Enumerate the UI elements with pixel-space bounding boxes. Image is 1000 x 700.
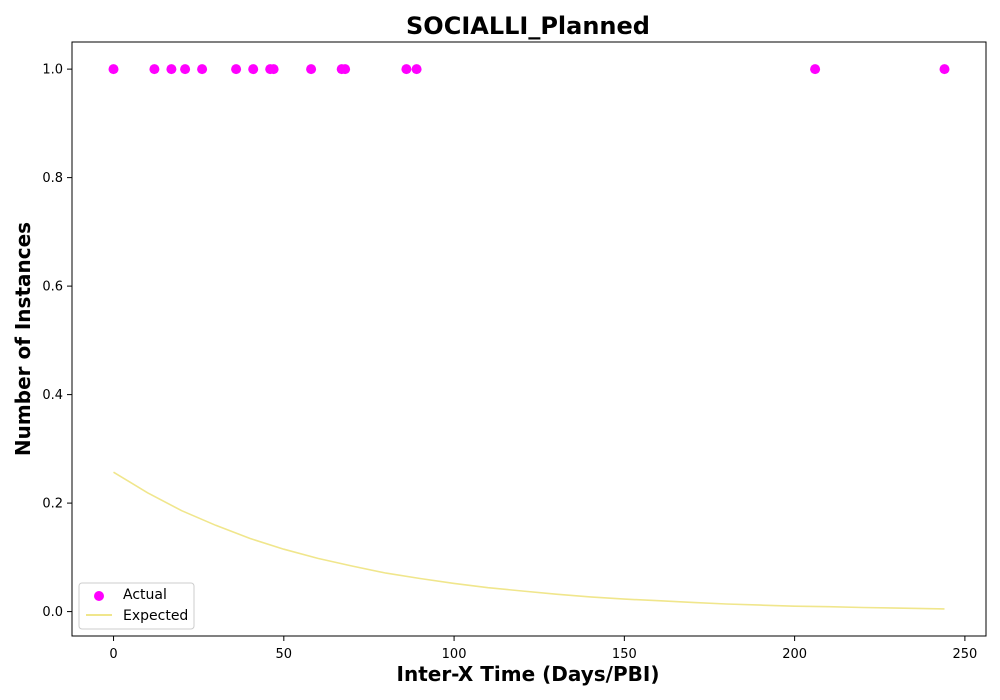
y-tick-label: 0.6 [42,280,63,295]
x-tick-label: 100 [442,647,467,662]
y-tick-label: 0.4 [42,388,63,403]
series-line-expected [113,471,945,610]
x-axis: 0 50 100 150 200 250 [109,636,977,662]
data-point [108,64,119,75]
plot-area [108,64,950,610]
x-tick-label: 250 [952,647,977,662]
x-tick-label: 150 [612,647,637,662]
legend-box [78,582,195,630]
data-point [810,64,821,75]
x-tick-label: 200 [782,647,807,662]
chart-title: SOCIALLI_Planned [406,12,650,40]
data-point [411,64,422,75]
data-point [248,64,259,75]
data-point [231,64,242,75]
x-axis-label: Inter-X Time (Days/PBI) [397,662,660,686]
legend-marker-actual [94,591,104,601]
y-axis-label: Number of Instances [11,222,35,456]
data-point [180,64,191,75]
data-point [268,64,279,75]
y-tick-label: 0.8 [42,171,63,186]
y-tick-label: 0.2 [42,497,63,512]
data-point [166,64,177,75]
y-tick-label: 0.0 [42,605,63,620]
legend: Actual Expected [78,582,195,630]
data-point [401,64,412,75]
y-tick-label: 1.0 [42,63,63,78]
plot-frame [71,41,987,637]
legend-label-expected: Expected [123,608,188,624]
y-axis: 0.0 0.2 0.4 0.6 0.8 1.0 [42,63,72,620]
data-point [939,64,950,75]
data-point [197,64,208,75]
data-point [340,64,351,75]
data-point [149,64,160,75]
x-tick-label: 0 [109,647,117,662]
data-point [306,64,317,75]
legend-label-actual: Actual [123,587,167,603]
x-tick-label: 50 [276,647,293,662]
